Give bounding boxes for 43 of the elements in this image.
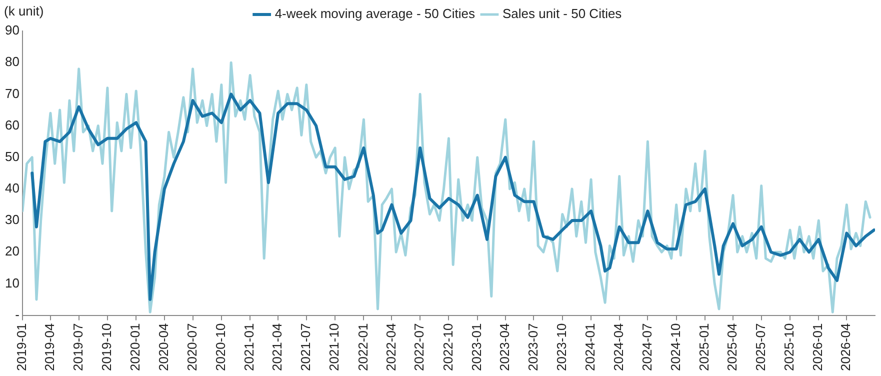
y-tick-label: 80 <box>4 54 20 70</box>
x-tick-label: 2024-04 <box>610 323 626 372</box>
x-tick-label: 2022-04 <box>383 323 398 372</box>
x-tick-label: 2020-10 <box>213 323 228 372</box>
x-tick-label: 2021-01 <box>242 323 257 372</box>
x-tick-label: 2021-10 <box>326 323 342 372</box>
y-tick-label: 70 <box>4 86 20 101</box>
y-tick-label: - <box>15 306 20 322</box>
x-tick-label: 2024-07 <box>639 323 654 372</box>
x-tick-label: 2025-10 <box>782 323 797 372</box>
x-tick-label: 2025-01 <box>696 323 712 372</box>
y-tick-label: 30 <box>4 212 20 228</box>
x-tick-label: 2025-04 <box>724 323 740 372</box>
x-tick-label: 2023-07 <box>525 323 540 372</box>
x-tick-label: 2019-04 <box>42 323 58 372</box>
x-tick-label: 2019-10 <box>99 323 114 372</box>
x-tick-label: 2019-01 <box>14 323 30 372</box>
y-tick-label: 40 <box>4 180 20 196</box>
x-tick-label: 2024-01 <box>582 323 598 372</box>
y-tick-label: 50 <box>4 148 20 164</box>
x-tick-label: 2023-01 <box>468 323 484 372</box>
x-tick-label: 2023-10 <box>554 323 569 372</box>
x-tick-label: 2026-01 <box>810 323 826 372</box>
y-tick-label: 90 <box>4 22 20 38</box>
y-tick-label: 10 <box>4 275 20 290</box>
x-tick-label: 2023-04 <box>496 323 512 372</box>
y-tick-label: 20 <box>4 244 20 259</box>
x-tick-label: 2022-01 <box>355 323 370 372</box>
x-tick-label: 2020-07 <box>184 323 200 372</box>
x-tick-label: 2021-07 <box>298 323 314 372</box>
x-tick-label: 2020-04 <box>156 323 172 372</box>
x-tick-label: 2022-10 <box>440 323 456 372</box>
x-tick-label: 2022-07 <box>412 323 427 372</box>
legend-label: 4-week moving average - 50 Cities <box>274 6 476 22</box>
x-tick-label: 2026-04 <box>838 323 854 372</box>
legend-label: Sales unit - 50 Cities <box>502 6 622 22</box>
x-tick-label: 2021-04 <box>270 323 285 372</box>
x-tick-label: 2019-07 <box>70 323 86 372</box>
x-tick-label: 2025-07 <box>752 323 768 372</box>
x-tick-label: 2024-10 <box>668 323 683 372</box>
y-tick-label: 60 <box>4 117 20 132</box>
y-axis-title: (k unit) <box>4 4 44 19</box>
x-tick-label: 2020-01 <box>128 323 143 372</box>
